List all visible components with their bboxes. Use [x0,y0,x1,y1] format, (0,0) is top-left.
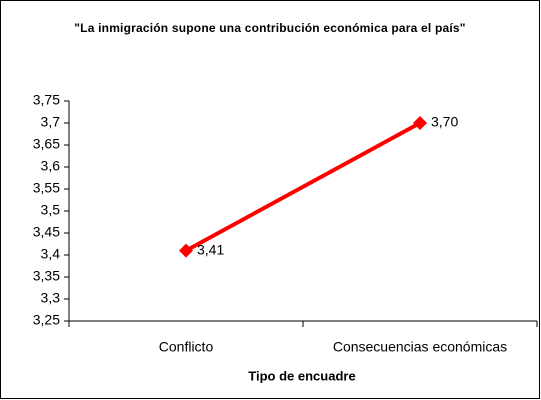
y-tick-label: 3,35 [33,268,60,284]
x-tick-label: Conflicto [159,339,214,355]
x-tick-label: Consecuencias económicas [333,339,507,355]
y-tick-label: 3,6 [41,158,61,174]
y-tick-label: 3,7 [41,114,61,130]
y-tick-label: 3,45 [33,224,60,240]
x-axis-title: Tipo de encuadre [248,368,355,383]
y-tick-label: 3,55 [33,180,60,196]
marker [179,243,193,258]
y-tick-label: 3,25 [33,312,60,328]
marker [413,116,427,130]
y-tick-label: 3,65 [33,136,60,152]
y-tick-label: 3,4 [41,246,61,262]
data-label: 3,41 [197,241,224,257]
y-tick-label: 3,3 [41,290,61,306]
y-tick-label: 3,5 [41,202,61,218]
y-tick-label: 3,75 [33,92,60,108]
chart-title: "La inmigración supone una contribución … [74,21,466,35]
data-label: 3,70 [431,114,458,130]
line [185,121,421,253]
